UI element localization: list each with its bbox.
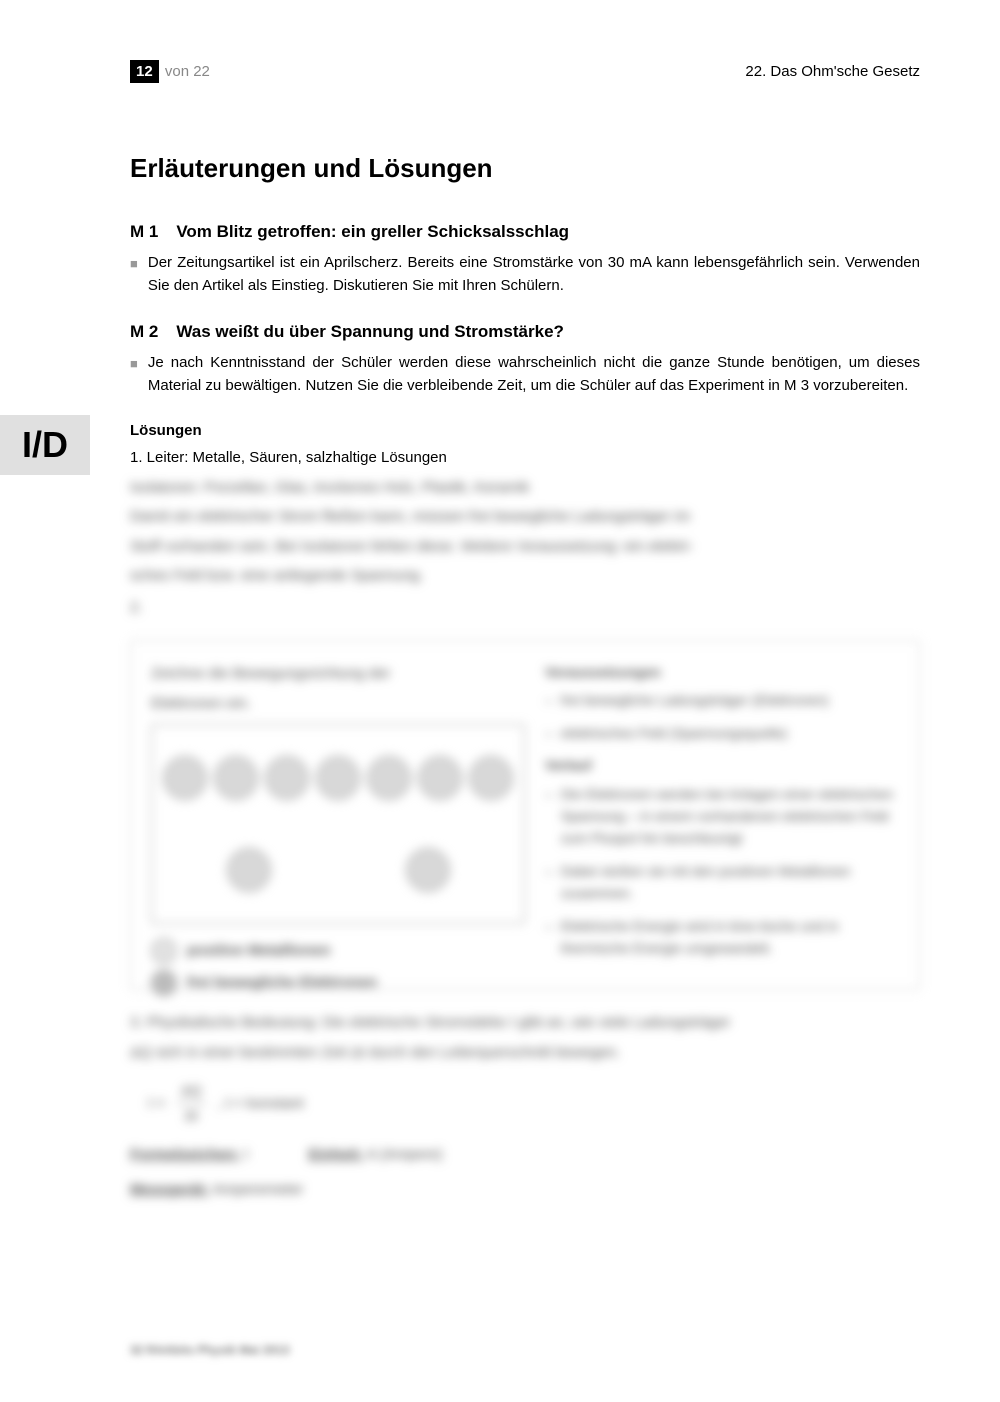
footer-text: 32 RAAbits Physik Mai 2013 xyxy=(130,1343,289,1357)
ion-circle-icon xyxy=(265,756,309,800)
ion-circle-icon xyxy=(406,848,450,892)
pair-label: Messgerät: xyxy=(130,1181,209,1198)
blurred-content: Isolatoren: Porzellan, Glas, trockenes H… xyxy=(130,475,920,1203)
formula-lhs: I = xyxy=(148,1091,165,1117)
ion-circle-icon xyxy=(469,756,513,800)
ion-circle-icon xyxy=(418,756,462,800)
blur-right-heading: Voraussetzungen xyxy=(545,661,899,683)
section-title-m2: Was weißt du über Spannung und Stromstär… xyxy=(176,322,564,342)
section-heading-m1: M 1 Vom Blitz getroffen: ein greller Sch… xyxy=(130,222,920,242)
bullet-square-icon: ■ xyxy=(130,254,138,297)
blur-diagram-prompt: Elektronen ein. xyxy=(151,691,525,717)
pair-value: Amperemeter xyxy=(213,1181,304,1198)
page-of-label: von 22 xyxy=(165,63,210,80)
blur-circuit-box xyxy=(151,724,525,924)
blur-diagram-right: Voraussetzungen frei bewegliche Ladungst… xyxy=(545,661,899,969)
formula-denominator: Δt xyxy=(185,1104,198,1128)
solutions-heading: Lösungen xyxy=(130,422,920,439)
blur-right-heading: Verlauf xyxy=(545,754,899,776)
blur-para1: Isolatoren: Porzellan, Glas, trockenes H… xyxy=(130,475,920,589)
formula-fraction: ΔQ Δt xyxy=(177,1079,205,1128)
page-header: 12 von 22 22. Das Ohm'sche Gesetz xyxy=(130,60,920,83)
legend-dot-icon xyxy=(151,970,177,996)
ion-circle-icon xyxy=(163,756,207,800)
side-tab: I/D xyxy=(0,415,90,475)
blur-line: Damit ein elektrischer Strom fließen kan… xyxy=(130,504,920,530)
legend-row: frei bewegliche Elektronen xyxy=(151,970,525,996)
formula-rhs: , t = konstant xyxy=(217,1091,303,1117)
blur-line: sches Feld bzw. eine anliegende Spannung… xyxy=(130,563,920,589)
blur-line: ΔQ sich in einer bestimmten Zeit Δt durc… xyxy=(130,1040,920,1066)
blur-pair: Formelzeichen: I xyxy=(130,1142,248,1168)
ion-circle-icon xyxy=(214,756,258,800)
pair-value: I xyxy=(244,1146,248,1163)
chapter-title: 22. Das Ohm'sche Gesetz xyxy=(745,63,920,80)
pair-label: Formelzeichen: xyxy=(130,1146,240,1163)
blur-formula: I = ΔQ Δt , t = konstant xyxy=(148,1079,920,1128)
blur-diagram-prompt: Zeichne die Bewegungsrichtung der xyxy=(151,661,525,687)
blur-pairs: Formelzeichen: I Einheit: A (Ampere) xyxy=(130,1142,920,1168)
legend-label: positive Metallionen xyxy=(187,938,330,964)
blur-line: Stoff vorhanden sein. Bei Isolatoren feh… xyxy=(130,534,920,560)
blur-right-item: Die Elektronen werden bei Anlagen einer … xyxy=(545,783,899,850)
section-text-m1: Der Zeitungsartikel ist ein Aprilscherz.… xyxy=(148,252,920,297)
section-prefix-m1: M 1 xyxy=(130,222,158,242)
main-heading: Erläuterungen und Lösungen xyxy=(130,153,920,184)
ion-circle-icon xyxy=(227,848,271,892)
pair-label: Einheit: xyxy=(308,1146,363,1163)
blur-right-item: Elektrische Energie wird in kine-tische … xyxy=(545,915,899,960)
page-indicator: 12 von 22 xyxy=(130,60,210,83)
formula-numerator: ΔQ xyxy=(177,1079,205,1104)
blur-pair: Messgerät: Amperemeter xyxy=(130,1177,920,1203)
bullet-square-icon: ■ xyxy=(130,354,138,397)
section-heading-m2: M 2 Was weißt du über Spannung und Strom… xyxy=(130,322,920,342)
section-text-m2: Je nach Kenntnisstand der Schüler werden… xyxy=(148,352,920,397)
section-title-m1: Vom Blitz getroffen: ein greller Schicks… xyxy=(176,222,569,242)
section-prefix-m2: M 2 xyxy=(130,322,158,342)
legend-dot-icon xyxy=(151,938,177,964)
section-paragraph-m1: ■ Der Zeitungsartikel ist ein Aprilscher… xyxy=(130,252,920,297)
section-paragraph-m2: ■ Je nach Kenntnisstand der Schüler werd… xyxy=(130,352,920,397)
legend-label: frei bewegliche Elektronen xyxy=(187,970,377,996)
pair-value: A (Ampere) xyxy=(367,1146,443,1163)
blur-right-item: Dabei stoßen sie mit den positiven Metal… xyxy=(545,860,899,905)
blur-legend: positive Metallionen frei bewegliche Ele… xyxy=(151,938,525,996)
ion-circle-icon xyxy=(316,756,360,800)
page-current-badge: 12 xyxy=(130,60,159,83)
page: I/D 12 von 22 22. Das Ohm'sche Gesetz Er… xyxy=(0,0,1000,1402)
blur-diagram-left: Zeichne die Bewegungsrichtung der Elektr… xyxy=(151,661,525,941)
blur-line: 3. Physikalische Bedeutung: Die elektris… xyxy=(130,1010,920,1036)
blur-para3: 3. Physikalische Bedeutung: Die elektris… xyxy=(130,1010,920,1065)
legend-row: positive Metallionen xyxy=(151,938,525,964)
solution-item-1: 1. Leiter: Metalle, Säuren, salzhaltige … xyxy=(130,447,920,470)
blur-line: Isolatoren: Porzellan, Glas, trockenes H… xyxy=(130,475,920,501)
blur-right-item: frei bewegliche Ladungsträger (Elektrone… xyxy=(545,689,899,711)
blur-diagram: Zeichne die Bewegungsrichtung der Elektr… xyxy=(130,640,920,990)
ion-circle-icon xyxy=(367,756,411,800)
blur-num2: 2. xyxy=(130,595,920,621)
page-footer: 32 RAAbits Physik Mai 2013 xyxy=(130,1343,289,1357)
blur-right-item: elektrisches Feld (Spannungsquelle) xyxy=(545,722,899,744)
side-tab-label: I/D xyxy=(22,424,68,466)
blur-pair: Einheit: A (Ampere) xyxy=(308,1142,442,1168)
